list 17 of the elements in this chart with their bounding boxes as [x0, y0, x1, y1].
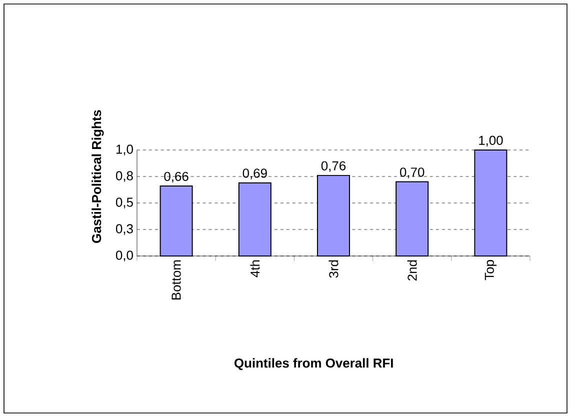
y-tick-label: 0,5 [116, 198, 133, 208]
data-label: 1,00 [479, 136, 503, 146]
y-tick-label: 0,0 [116, 250, 133, 262]
data-label: 0,66 [164, 172, 188, 183]
y-tick-label: 1,0 [116, 144, 133, 156]
x-tick-label: 2nd [407, 260, 417, 280]
x-axis-title: Quintiles from Overall RFI [234, 358, 393, 370]
data-label: 0,69 [242, 168, 267, 180]
data-label: 0,70 [400, 168, 424, 178]
y-tick-label: 0,8 [116, 171, 133, 182]
x-tick-label: 4th [250, 260, 260, 278]
x-tick-label: Bottom [172, 260, 181, 300]
y-tick-label: 0,3 [116, 224, 133, 235]
x-tick-label: 3rd [328, 260, 338, 278]
data-label: 0,76 [321, 161, 346, 172]
x-tick-label: Top [484, 260, 496, 280]
y-axis-title: Gastil-Political Rights [92, 110, 104, 243]
